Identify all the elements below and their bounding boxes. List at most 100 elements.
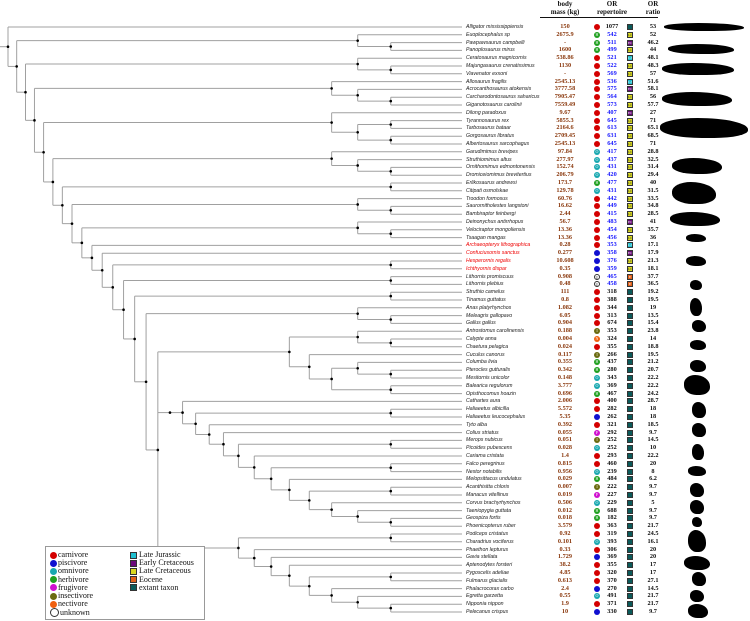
legend-item-insectivore: insectivore [50,591,93,600]
era-X-icon [627,609,633,615]
era-X-icon [627,546,633,553]
tree-node [156,448,160,452]
or-ratio-value: 37.7 [647,272,659,280]
diet-carnivore-icon [594,86,600,93]
taxon-name: Meleagris gallopavo [466,312,513,319]
diet-piscivore-icon [594,609,600,615]
or-ratio-value: 14.5 [647,436,659,444]
or-repertoire-value: 442 [607,194,617,202]
era-LC-icon: LC [627,195,633,202]
era-X-icon [627,359,633,366]
or-repertoire-value: 222 [607,483,617,491]
taxon-name: Troodon formosus [466,195,508,202]
or-ratio-value: 16.1 [647,537,659,545]
body-mass-value: 1.082 [557,303,573,311]
body-mass-value: 150 [560,23,570,30]
taxon-name: Tyto alba [466,421,487,428]
legend-label: omnivore [58,566,89,576]
tree-node [389,68,393,72]
taxon-name: Hesperornis regalis [466,258,511,264]
abelisaur-silhouette [662,63,734,75]
diet-carnivore-icon [594,546,600,553]
or-repertoire-value: 371 [607,600,617,608]
diet-carnivore-icon [594,78,600,85]
or-repertoire-value: 631 [607,132,617,140]
tree-node [33,119,36,122]
table-row: Merops nubicus 0.051 I 252 14.5 [0,436,750,444]
body-mass-value: 0.55 [559,592,571,600]
taxon-name: Ichthyornis dispar [466,265,507,272]
finch-silhouette [690,500,704,514]
or-repertoire-value: 330 [607,608,617,615]
or-repertoire-value: 674 [607,319,617,327]
body-mass-value: 0.613 [557,576,573,584]
body-mass-value: 0.055 [557,428,573,436]
or-ratio-value: 22.2 [647,381,659,389]
tree-node [252,466,256,469]
body-mass-value: 97.84 [557,147,573,155]
diet-carnivore-icon [594,601,600,608]
taxon-name: Citipati osmolskae [466,187,509,194]
taxon-name: Tsaagan mangas [466,234,506,241]
or-ratio-value: 21.3 [647,257,659,264]
or-repertoire-value: 688 [607,506,617,514]
era-X-icon [627,460,633,467]
or-repertoire-value: 522 [607,62,617,69]
or-repertoire-value: 358 [607,249,617,257]
diet-omnivore-icon: O [594,445,600,452]
taxon-name: Tyrannosaurus rex [466,117,509,124]
body-mass-value: 1600 [558,46,572,54]
tree-node [356,131,359,134]
tree-node [389,232,393,235]
era-EC-icon: EC [627,39,633,46]
table-row: Euoplocephalus sp 2675.9 H 542 LC 52 [0,31,750,39]
or-ratio-value: 18.1 [647,264,659,272]
owl-silhouette [692,423,706,437]
taxon-name: Pawpawsaurus campbelli [466,39,525,46]
body-mass-value: 0.28 [559,241,571,249]
table-row: Melopsittacus undulatus 0.029 H 484 6.2 [0,475,750,483]
taxon-name: Bambiraptor feinbergi [466,211,516,218]
or-ratio-value: 31.4 [647,163,659,171]
diet-carnivore-icon [594,398,600,405]
table-row: Tyrannosaurus rex 5855.3 645 LC 71 [0,117,750,125]
body-mass-value: 0.277 [557,249,573,257]
diet-unknown-icon: U [594,273,600,280]
or-repertoire-value: 415 [607,210,617,218]
taxon-name: Struthio camelus [466,289,505,296]
or-ratio-value: 15.4 [647,319,659,327]
era-X-icon [627,562,633,569]
era-X-icon [627,515,633,522]
body-mass-value: 5.35 [559,413,571,420]
or-repertoire-value: 353 [607,327,617,335]
penguin-silhouette [692,572,706,586]
table-row: Deinonychus antirrhopus 56.7 483 EC 41 [0,218,750,226]
shag-silhouette [690,590,704,602]
diet-herbivore-icon: H [594,515,600,522]
body-mass-value: 2.44 [559,210,571,218]
taxon-name: Balearica regulorum [466,382,513,389]
legend-item-herbivore: herbivore [50,575,93,584]
diet-carnivore-icon [594,421,600,428]
or-ratio-value: 18.8 [647,342,659,350]
or-ratio-value: 19 [649,303,657,311]
tree-node [356,312,359,315]
era-LC-icon: LC [627,94,633,101]
tree-node [307,584,311,588]
tree-node [222,442,225,446]
taxon-name: Lithornis promiscuus [466,273,514,280]
taxon-name: Podiceps cristatus [466,531,509,537]
table-row: Corvus brachyrhynchos 0.506 O 229 5 [0,499,750,507]
tree-node [15,65,18,68]
era-X-icon [627,437,633,444]
legend-label: nectivore [58,599,88,609]
era-X-icon [627,382,633,389]
or-ratio-value: 9.7 [649,491,657,498]
body-mass-value: 0.101 [557,537,573,545]
diet-herbivore-icon: H [594,31,600,38]
table-row: Confuciusornis sanctus 0.277 358 EC 17.9 [0,249,750,257]
table-row: Alligator mississippiensis 150 1077 53 [0,23,750,31]
or-ratio-value: 5 [651,498,655,506]
era-EC-icon: EC [627,219,633,225]
or-ratio-value: 22.2 [647,374,659,381]
